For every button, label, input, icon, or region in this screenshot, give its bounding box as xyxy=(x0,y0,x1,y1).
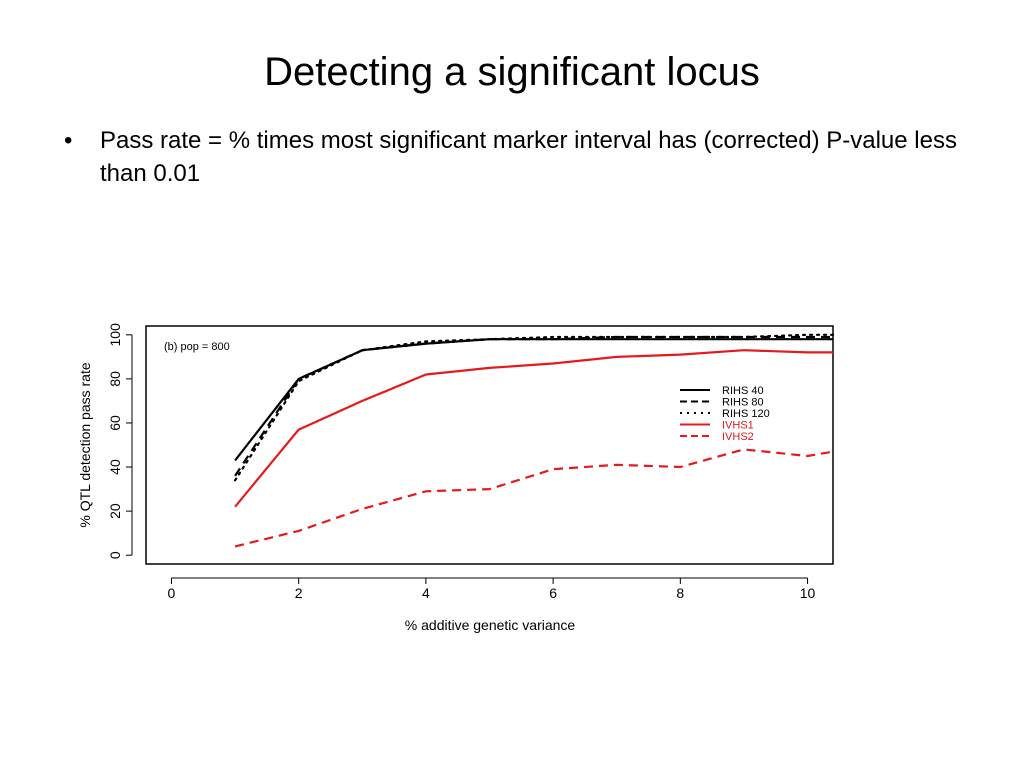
line-chart: 0 2 4 6 8 10 0 20 40 60 80 100 (b) pop = 800 % add… xyxy=(77,323,835,633)
y-tick-label: 60 xyxy=(107,415,123,431)
y-tick-label: 80 xyxy=(107,371,123,387)
x-tick-label: 8 xyxy=(676,585,684,601)
y-tick-label: 40 xyxy=(107,459,123,475)
bullet-list: • Pass rate = % times most significant m… xyxy=(64,124,984,190)
bullet-item: • Pass rate = % times most significant m… xyxy=(64,124,984,190)
x-axis-label: % additive genetic variance xyxy=(405,617,576,633)
bullet-marker: • xyxy=(64,127,73,154)
y-tick-label: 100 xyxy=(107,323,123,347)
chart-container: 0 2 4 6 8 10 0 20 40 60 80 100 (b) pop = 800 % add… xyxy=(60,310,860,650)
chart-annotation: (b) pop = 800 xyxy=(164,341,230,353)
series-line-3 xyxy=(234,333,835,482)
x-tick-label: 0 xyxy=(168,585,176,601)
series-line-4 xyxy=(234,349,833,508)
plot-frame xyxy=(145,325,834,565)
x-tick-label: 4 xyxy=(422,585,430,601)
bullet-text: Pass rate = % times most significant mar… xyxy=(100,127,957,187)
series-layer xyxy=(234,333,835,548)
legend-label: RIHS 80 xyxy=(722,397,764,409)
x-tick-label: 6 xyxy=(549,585,557,601)
series-line-5 xyxy=(234,448,834,548)
y-tick-label: 0 xyxy=(107,551,123,559)
legend-label: RIHS 120 xyxy=(722,408,770,420)
x-tick-label: 2 xyxy=(295,585,303,601)
y-axis-label: % QTL detection pass rate xyxy=(77,362,93,527)
y-tick-label: 20 xyxy=(107,503,123,519)
legend-label: IVHS1 xyxy=(722,420,754,432)
slide-title: Detecting a significant locus xyxy=(264,50,760,94)
legend-label: IVHS2 xyxy=(722,431,754,443)
legend-label: RIHS 40 xyxy=(722,385,764,397)
series-line-2 xyxy=(234,335,833,477)
x-ticks: 0 2 4 6 8 10 xyxy=(168,578,816,601)
y-ticks: 0 20 40 60 80 100 xyxy=(107,323,132,559)
x-tick-label: 10 xyxy=(800,585,816,601)
